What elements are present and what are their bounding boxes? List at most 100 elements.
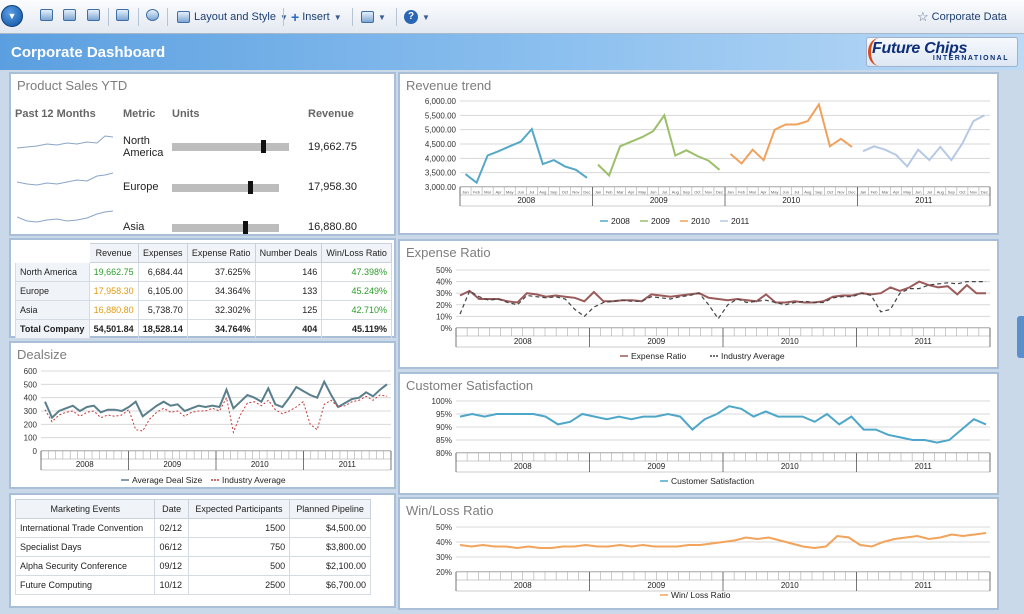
month-tick-label: Dec <box>583 190 590 195</box>
month-tick-label: Sep <box>815 190 823 195</box>
toolbar-separator <box>138 8 139 26</box>
toolbar-separator <box>283 8 284 26</box>
win-loss-ratio-panel: Win/Loss Ratio 20% 30% 40% 50% 2008 2009 2010 2… <box>398 497 999 610</box>
refresh-icon[interactable] <box>146 9 159 21</box>
year-label: 2010 <box>781 462 799 471</box>
marketing-events-panel: Marketing Events Date Expected Participa… <box>9 493 396 608</box>
total-deals: 404 <box>254 319 323 339</box>
table-header[interactable]: Expense Ratio <box>186 243 256 263</box>
month-tick-label: Feb <box>738 190 746 195</box>
table-header[interactable]: Date <box>154 499 189 519</box>
y-tick-label: 80% <box>436 449 452 458</box>
units-marker <box>248 181 254 194</box>
table-header[interactable]: Win/Loss Ratio <box>321 243 392 263</box>
y-tick-label: 40% <box>436 538 452 547</box>
table-row: International Trade Convention 02/12 1500 $… <box>14 518 371 538</box>
total-expenses: 18,528.14 <box>137 319 188 339</box>
panel-title: Revenue trend <box>406 78 492 93</box>
month-tick-label: Nov <box>572 190 579 195</box>
y-tick-label: 30% <box>436 553 452 562</box>
insert-label: Insert <box>302 11 330 23</box>
layout-and-style-menu[interactable]: Layout and Style ▼ <box>177 9 288 25</box>
expenses-cell: 6,684.44 <box>137 262 188 282</box>
year-label: 2011 <box>915 337 933 346</box>
series-line-industry-average <box>459 280 986 320</box>
open-folder-icon[interactable] <box>63 9 76 21</box>
pipeline-cell: $6,700.00 <box>289 575 371 595</box>
logo-swoosh-icon <box>868 38 890 66</box>
tools-menu[interactable]: ▼ <box>361 9 386 25</box>
win-loss-ratio-chart: 20% 30% 40% 50% 2008 2009 2010 2011 Win/ Loss Ra… <box>436 523 991 600</box>
year-label: 2008 <box>514 337 532 346</box>
y-tick-label: 0 <box>33 447 38 456</box>
revenue-cell: 19,662.75 <box>88 262 139 282</box>
table-header[interactable]: Expected Participants <box>187 499 291 519</box>
deals-cell: 125 <box>254 300 323 320</box>
y-tick-label: 100 <box>24 434 38 443</box>
year-label: 2009 <box>647 581 665 590</box>
help-icon: ? <box>404 10 418 24</box>
year-label: 2009 <box>647 337 665 346</box>
table-header[interactable]: Revenue <box>88 243 139 263</box>
table-row: Europe 17,958.30 6,105.00 34.364% 133 45… <box>15 281 392 301</box>
table-header[interactable]: Marketing Events <box>14 499 156 519</box>
total-ratio: 34.764% <box>186 319 256 339</box>
table-header[interactable]: Number Deals <box>254 243 323 263</box>
legend-label: 2011 <box>731 216 750 226</box>
dashboard-header: Corporate Dashboard Future Chips INTERNA… <box>0 34 1024 70</box>
month-tick-label: May <box>771 190 779 195</box>
summary-table-panel: Revenue Expenses Expense Ratio Number De… <box>9 238 396 339</box>
y-tick-label: 85% <box>436 436 452 445</box>
plus-icon: + <box>291 9 300 25</box>
new-document-icon[interactable] <box>40 9 53 21</box>
y-tick-label: 600 <box>24 367 38 376</box>
month-tick-label: Apr <box>893 190 900 195</box>
product-sales-panel: Product Sales YTD Past 12 Months Metric … <box>9 72 396 236</box>
month-tick-label: Jul <box>927 190 932 195</box>
y-tick-label: 6,000.00 <box>425 97 457 106</box>
panel-title: Customer Satisfaction <box>406 378 534 393</box>
revenue-trend-chart: 3,000.00 3,500.00 4,000.00 4,500.00 5,000.00… <box>425 97 991 226</box>
save-icon[interactable] <box>87 9 100 21</box>
logo-subtitle: INTERNATIONAL <box>932 55 1009 62</box>
month-tick-label: Jul <box>662 190 667 195</box>
month-tick-label: Jan <box>860 190 866 195</box>
insert-menu[interactable]: + Insert ▼ <box>291 9 342 25</box>
month-tick-label: Mar <box>484 190 492 195</box>
month-tick-label: Feb <box>473 190 481 195</box>
winloss-cell: 45.249% <box>321 281 392 301</box>
table-header-row: Revenue Expenses Expense Ratio Number De… <box>15 243 392 263</box>
year-label: 2009 <box>647 462 665 471</box>
table-header[interactable]: Expenses <box>137 243 188 263</box>
month-tick-label: Dec <box>981 190 988 195</box>
toolbar-separator <box>108 8 109 26</box>
corporate-data-button[interactable]: ☆ Corporate Data <box>917 9 1007 25</box>
help-menu[interactable]: ? ▼ <box>404 9 430 25</box>
panel-title: Expense Ratio <box>406 245 491 260</box>
table-row: Alpha Security Conference 09/12 500 $2,100.… <box>14 556 371 576</box>
sidebar-toggle-handle[interactable] <box>1017 316 1024 358</box>
corporate-data-label: Corporate Data <box>931 11 1007 23</box>
email-icon[interactable] <box>116 9 129 21</box>
metric-north-america: North America <box>123 135 164 159</box>
region-cell: Europe <box>15 281 90 301</box>
participants-cell: 500 <box>187 556 291 576</box>
table-header[interactable]: Planned Pipeline <box>289 499 371 519</box>
month-tick-label: Apr <box>496 190 503 195</box>
y-tick-label: 200 <box>24 420 38 429</box>
page-title: Corporate Dashboard <box>11 44 166 61</box>
customer-satisfaction-panel: Customer Satisfaction 80% 85% 90% 95% 100% 20… <box>398 372 999 495</box>
total-row: Total Company 54,501.84 18,528.14 34.764… <box>15 319 392 339</box>
pipeline-cell: $4,500.00 <box>289 518 371 538</box>
year-label: 2008 <box>514 581 532 590</box>
event-date-cell: 02/12 <box>154 518 189 538</box>
app-menu-button[interactable]: ▼ <box>1 5 23 27</box>
month-tick-label: Sep <box>550 190 558 195</box>
month-tick-label: Aug <box>804 190 811 195</box>
year-label: 2008 <box>517 196 535 205</box>
month-tick-label: Nov <box>705 190 712 195</box>
event-name-cell: Specialist Days <box>14 537 156 557</box>
month-tick-label: Jul <box>794 190 799 195</box>
year-label: 2011 <box>339 460 357 469</box>
event-name-cell: International Trade Convention <box>14 518 156 538</box>
